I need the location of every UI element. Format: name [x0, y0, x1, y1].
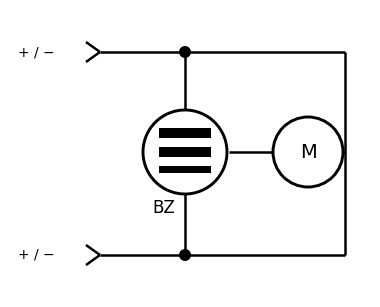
Text: + / −: + / −	[18, 248, 55, 262]
Text: BZ: BZ	[152, 199, 175, 217]
Text: M: M	[299, 142, 317, 161]
Bar	[159, 166, 211, 173]
Circle shape	[179, 46, 191, 58]
Bar	[159, 128, 211, 138]
Bar	[159, 147, 211, 157]
Circle shape	[179, 249, 191, 261]
Text: + / −: + / −	[18, 45, 55, 59]
